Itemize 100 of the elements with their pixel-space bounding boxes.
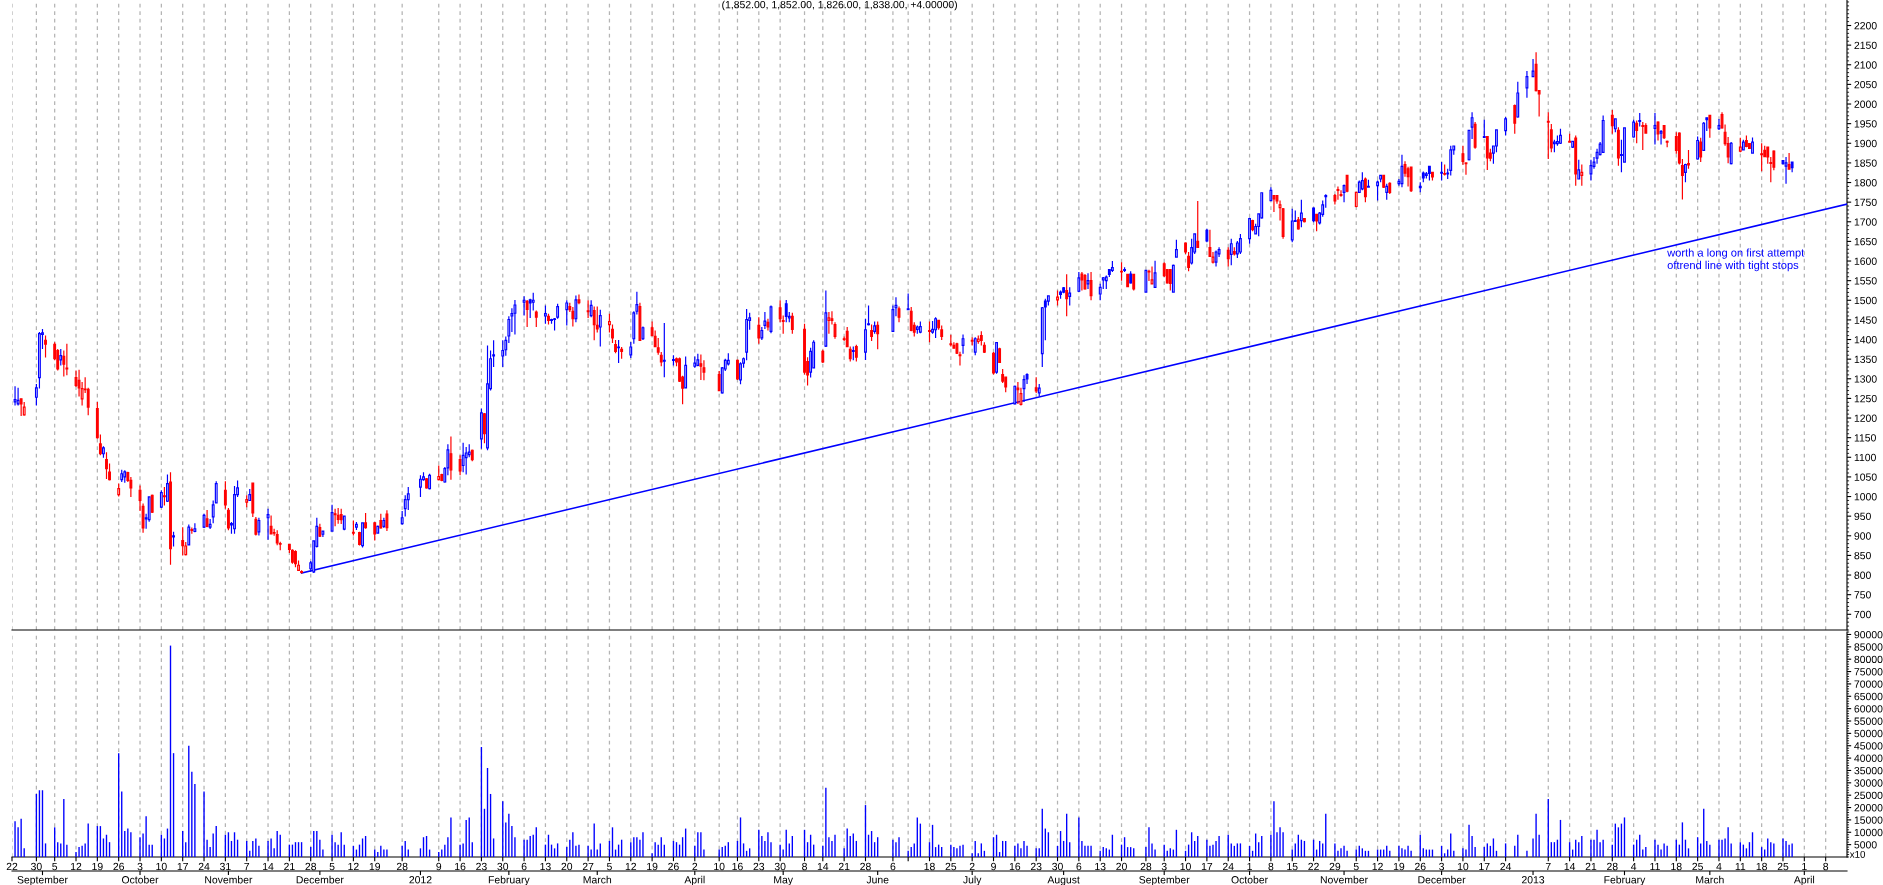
x2-tick-label: December [1418, 875, 1466, 884]
x-tick-label: 24 [1500, 862, 1512, 871]
x-tick-label: 20 [561, 862, 573, 871]
candlestick [19, 397, 23, 417]
candlestick [208, 518, 212, 530]
y-tick-label: 20000 [1854, 804, 1883, 812]
candlestick [419, 474, 422, 498]
x-tick-label: 20 [1116, 862, 1127, 871]
x-tick-label: 21 [1585, 862, 1597, 871]
candlestick [486, 344, 489, 451]
x-tick-label: 18 [1756, 862, 1767, 871]
candlestick [318, 523, 322, 538]
candlestick [1296, 216, 1300, 231]
candlestick [1552, 139, 1556, 153]
candlestick [851, 346, 855, 361]
candlestick [1409, 165, 1413, 193]
candlestick [102, 445, 105, 459]
x2-tick-label: March [583, 875, 612, 884]
candlestick [614, 339, 617, 354]
x-tick-label: 14 [817, 862, 829, 871]
candlestick [757, 316, 761, 345]
x2-tick-label: April [684, 875, 705, 885]
candlestick [513, 299, 517, 336]
candlestick [824, 289, 828, 348]
candlestick [995, 341, 998, 375]
y-tick-label: 700 [1854, 610, 1871, 619]
candlestick [870, 324, 874, 342]
candlestick [547, 313, 550, 326]
candlestick [1635, 119, 1639, 144]
candlestick [400, 510, 404, 526]
candlestick [784, 299, 788, 323]
y-tick-label: 2000 [1854, 100, 1877, 108]
candlestick [13, 385, 17, 407]
candlestick [1485, 136, 1489, 171]
y-tick-label: 1200 [1854, 414, 1877, 422]
x-tick-label: 22 [6, 862, 18, 871]
candlestick [449, 435, 453, 481]
candlestick [586, 299, 590, 319]
candlestick [376, 525, 380, 535]
candlestick [766, 318, 770, 332]
candlestick [1601, 114, 1605, 154]
x-tick-label: 26 [668, 862, 679, 871]
candlestick [1302, 217, 1306, 224]
candlestick [1312, 206, 1316, 223]
candlestick [854, 344, 858, 363]
x-tick-label: 26 [1414, 862, 1426, 871]
candlestick [598, 309, 602, 348]
candlestick [1336, 185, 1340, 201]
x-tick-label: 16 [455, 862, 466, 871]
y-tick-label: 1900 [1854, 139, 1877, 148]
x-tick-label: 18 [924, 862, 935, 871]
x-tick-label: 3 [1439, 862, 1445, 871]
candlestick [693, 355, 697, 369]
candlestick [166, 473, 169, 503]
candlestick [1126, 273, 1130, 288]
y-tick-label: 1150 [1854, 434, 1876, 442]
candlestick [1272, 194, 1276, 213]
candlestick [1418, 181, 1422, 193]
y-tick-label: 1300 [1854, 375, 1877, 383]
y-tick-label: 70000 [1854, 680, 1883, 688]
candlestick [172, 531, 175, 547]
candlestick [821, 349, 825, 364]
candlestick [1315, 213, 1319, 232]
candlestick [254, 516, 258, 536]
candlestick [1665, 139, 1669, 148]
candlestick [1653, 112, 1657, 146]
x-tick-label: 24 [1222, 862, 1234, 871]
candlestick [333, 508, 337, 527]
x-tick-label: 28 [396, 862, 408, 871]
candlestick [1342, 183, 1346, 203]
candlestick [915, 324, 919, 335]
candlestick [483, 412, 486, 444]
candlestick [1516, 81, 1520, 119]
candlestick [339, 508, 343, 525]
x-tick-label: 2 [692, 862, 698, 871]
candlestick [169, 471, 172, 566]
candlestick [1473, 121, 1477, 150]
candlestick [934, 316, 938, 339]
candlestick [342, 514, 346, 531]
x-tick-label: 6 [521, 862, 527, 871]
candlestick [1427, 165, 1431, 182]
candlestick [1400, 154, 1404, 188]
candlestick [1531, 58, 1535, 78]
candlestick [1616, 126, 1620, 167]
candlestick [379, 513, 383, 530]
y-tick-label: 2150 [1854, 41, 1877, 50]
x-tick-label: 9 [991, 862, 996, 871]
candlestick [1787, 152, 1791, 171]
x2-tick-label: November [205, 875, 253, 884]
candlestick [1385, 183, 1389, 201]
candlestick [1708, 114, 1712, 139]
y-tick-label: 1650 [1854, 237, 1877, 246]
x-tick-label: 13 [540, 862, 551, 871]
candlestick [1431, 171, 1434, 182]
candlestick [684, 355, 688, 390]
candlestick [1638, 112, 1642, 127]
candlestick [385, 509, 389, 532]
x-tick-label: 10 [156, 862, 167, 871]
candlestick [1238, 233, 1242, 255]
x-tick-label: 1 [1802, 862, 1807, 871]
